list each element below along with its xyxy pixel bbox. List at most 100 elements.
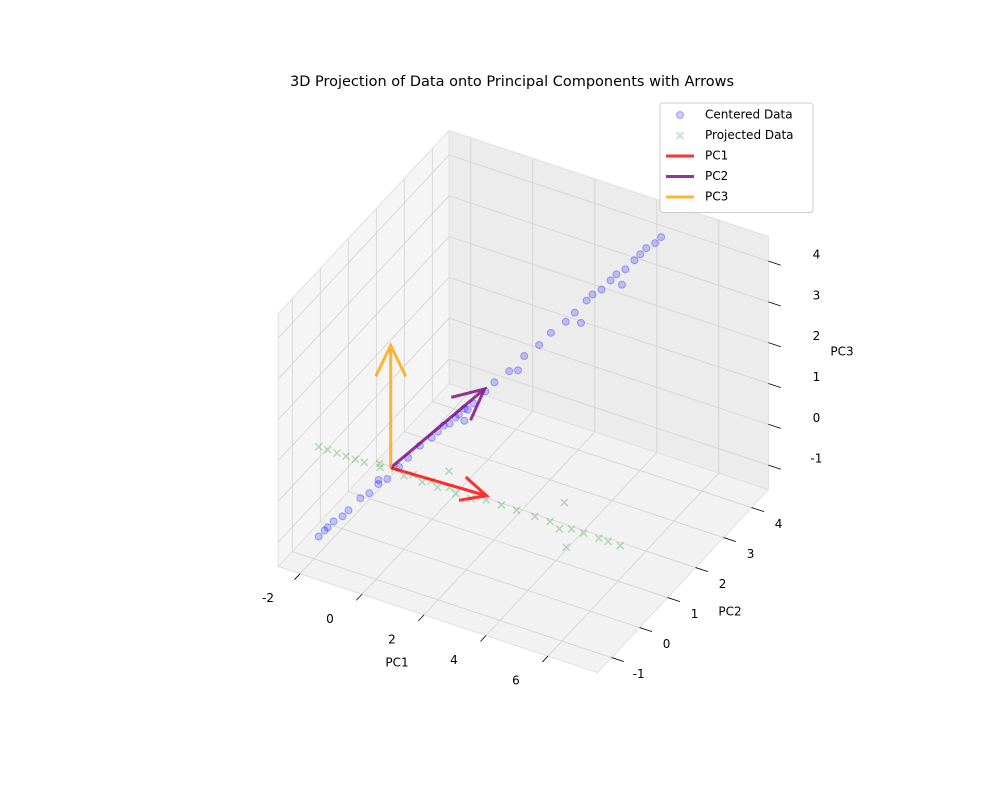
- grid: -2 0 2 4 6 -1 0 1 2 3 4 -1 0 1 2 3 4: [262, 137, 822, 688]
- data-point: [490, 378, 499, 387]
- data-point: [618, 280, 626, 289]
- data-point: [579, 529, 588, 538]
- y-axis-label: PC2: [718, 605, 741, 619]
- data-point: [604, 537, 613, 546]
- tick-mark: [480, 635, 487, 642]
- tick-mark: [356, 594, 363, 601]
- grid-line: [448, 358, 769, 466]
- grid-line: [448, 277, 769, 384]
- data-point: [546, 328, 555, 337]
- data-point: [567, 524, 576, 533]
- grid-line: [278, 154, 450, 339]
- component-arrow: [390, 466, 490, 502]
- tick-mark: [639, 627, 653, 633]
- data-point: [383, 475, 392, 484]
- grid-line: [278, 236, 450, 420]
- z-tick-label: 4: [813, 248, 821, 262]
- grid-line: [361, 411, 534, 595]
- tick-mark: [768, 342, 781, 348]
- legend-label: PC1: [705, 149, 728, 163]
- data-point: [497, 500, 506, 510]
- grid-line: [448, 154, 769, 262]
- tick-mark: [768, 383, 781, 388]
- tick-mark: [294, 573, 301, 580]
- data-point: [616, 541, 625, 550]
- y-tick-label: 4: [775, 517, 783, 531]
- grid-line: [348, 491, 668, 598]
- legend: Centered Data Projected Data PC1 PC2 PC3: [659, 102, 814, 213]
- data-point: [555, 524, 564, 533]
- grid-line: [299, 390, 472, 574]
- y-tick-label: 1: [691, 607, 699, 621]
- data-point: [514, 366, 522, 375]
- data-point: [560, 498, 569, 507]
- grid-line: [278, 317, 450, 502]
- data-point: [332, 448, 342, 458]
- data-point: [512, 506, 521, 515]
- z-tick-label: 3: [813, 288, 821, 302]
- grid-line: [278, 358, 450, 543]
- tick-mark: [667, 597, 681, 603]
- legend-box: [659, 102, 814, 213]
- y-tick-label: -1: [633, 667, 645, 681]
- z-tick-label: 1: [813, 370, 821, 384]
- data-point: [546, 517, 555, 526]
- data-point: [520, 352, 529, 361]
- data-point: [597, 285, 606, 294]
- tick-mark: [542, 655, 549, 663]
- y-tick-label: 0: [663, 637, 671, 651]
- data-point: [636, 250, 645, 259]
- data-point: [314, 442, 323, 451]
- grid-line: [404, 431, 724, 538]
- data-point: [338, 512, 347, 521]
- data-point: [374, 480, 383, 489]
- data-point: [323, 445, 332, 454]
- data-point: [642, 244, 651, 253]
- tick-mark: [768, 301, 781, 307]
- data-point: [451, 489, 460, 498]
- data-point: [341, 452, 351, 461]
- component-arrow: [389, 386, 488, 469]
- back-pane: [448, 129, 769, 491]
- y-tick-label: 2: [719, 577, 727, 591]
- data-point: [562, 543, 571, 552]
- chart-title: 3D Projection of Data onto Principal Com…: [290, 74, 734, 90]
- data-point: [418, 478, 427, 487]
- tick-mark: [418, 614, 425, 622]
- x-tick-label: 0: [326, 612, 334, 626]
- data-point: [561, 317, 570, 326]
- data-point: [356, 494, 365, 503]
- data-point: [463, 405, 472, 414]
- tick-mark: [695, 567, 709, 573]
- legend-label: PC2: [705, 169, 728, 183]
- grid-line: [423, 431, 596, 616]
- data-point: [606, 276, 615, 285]
- panes: [277, 129, 770, 674]
- x-tick-label: 6: [512, 674, 520, 688]
- y-tick-label: 3: [747, 547, 755, 561]
- data-point: [365, 489, 374, 498]
- data-point: [621, 265, 630, 274]
- data-point: [570, 308, 579, 317]
- data-point: [530, 512, 539, 521]
- legend-label: Centered Data: [705, 108, 793, 122]
- tick-mark: [768, 423, 781, 429]
- tick-mark: [723, 537, 737, 543]
- data-point: [630, 256, 639, 265]
- data-point: [444, 467, 454, 476]
- tick-mark: [611, 657, 625, 663]
- grid-line: [485, 452, 658, 636]
- x-tick-label: 2: [388, 632, 396, 646]
- plot-area: [314, 233, 666, 552]
- data-point: [314, 532, 323, 541]
- data-point: [582, 296, 591, 305]
- legend-marker: [676, 111, 684, 119]
- x-axis-label: PC1: [385, 656, 408, 670]
- z-tick-label: -1: [810, 452, 822, 466]
- z-tick-label: 0: [813, 411, 821, 425]
- z-tick-label: 2: [813, 329, 821, 343]
- x-tick-label: 4: [450, 653, 458, 667]
- data-point: [360, 458, 369, 467]
- data-point: [374, 475, 383, 484]
